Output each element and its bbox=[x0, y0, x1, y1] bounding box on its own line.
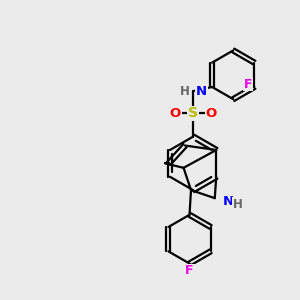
Text: H: H bbox=[180, 85, 190, 98]
Text: H: H bbox=[232, 198, 242, 211]
Text: F: F bbox=[185, 265, 194, 278]
Text: F: F bbox=[244, 77, 252, 91]
Text: S: S bbox=[188, 106, 198, 120]
Text: O: O bbox=[205, 107, 217, 120]
Text: N: N bbox=[196, 85, 207, 98]
Text: N: N bbox=[223, 195, 234, 208]
Text: O: O bbox=[169, 107, 181, 120]
